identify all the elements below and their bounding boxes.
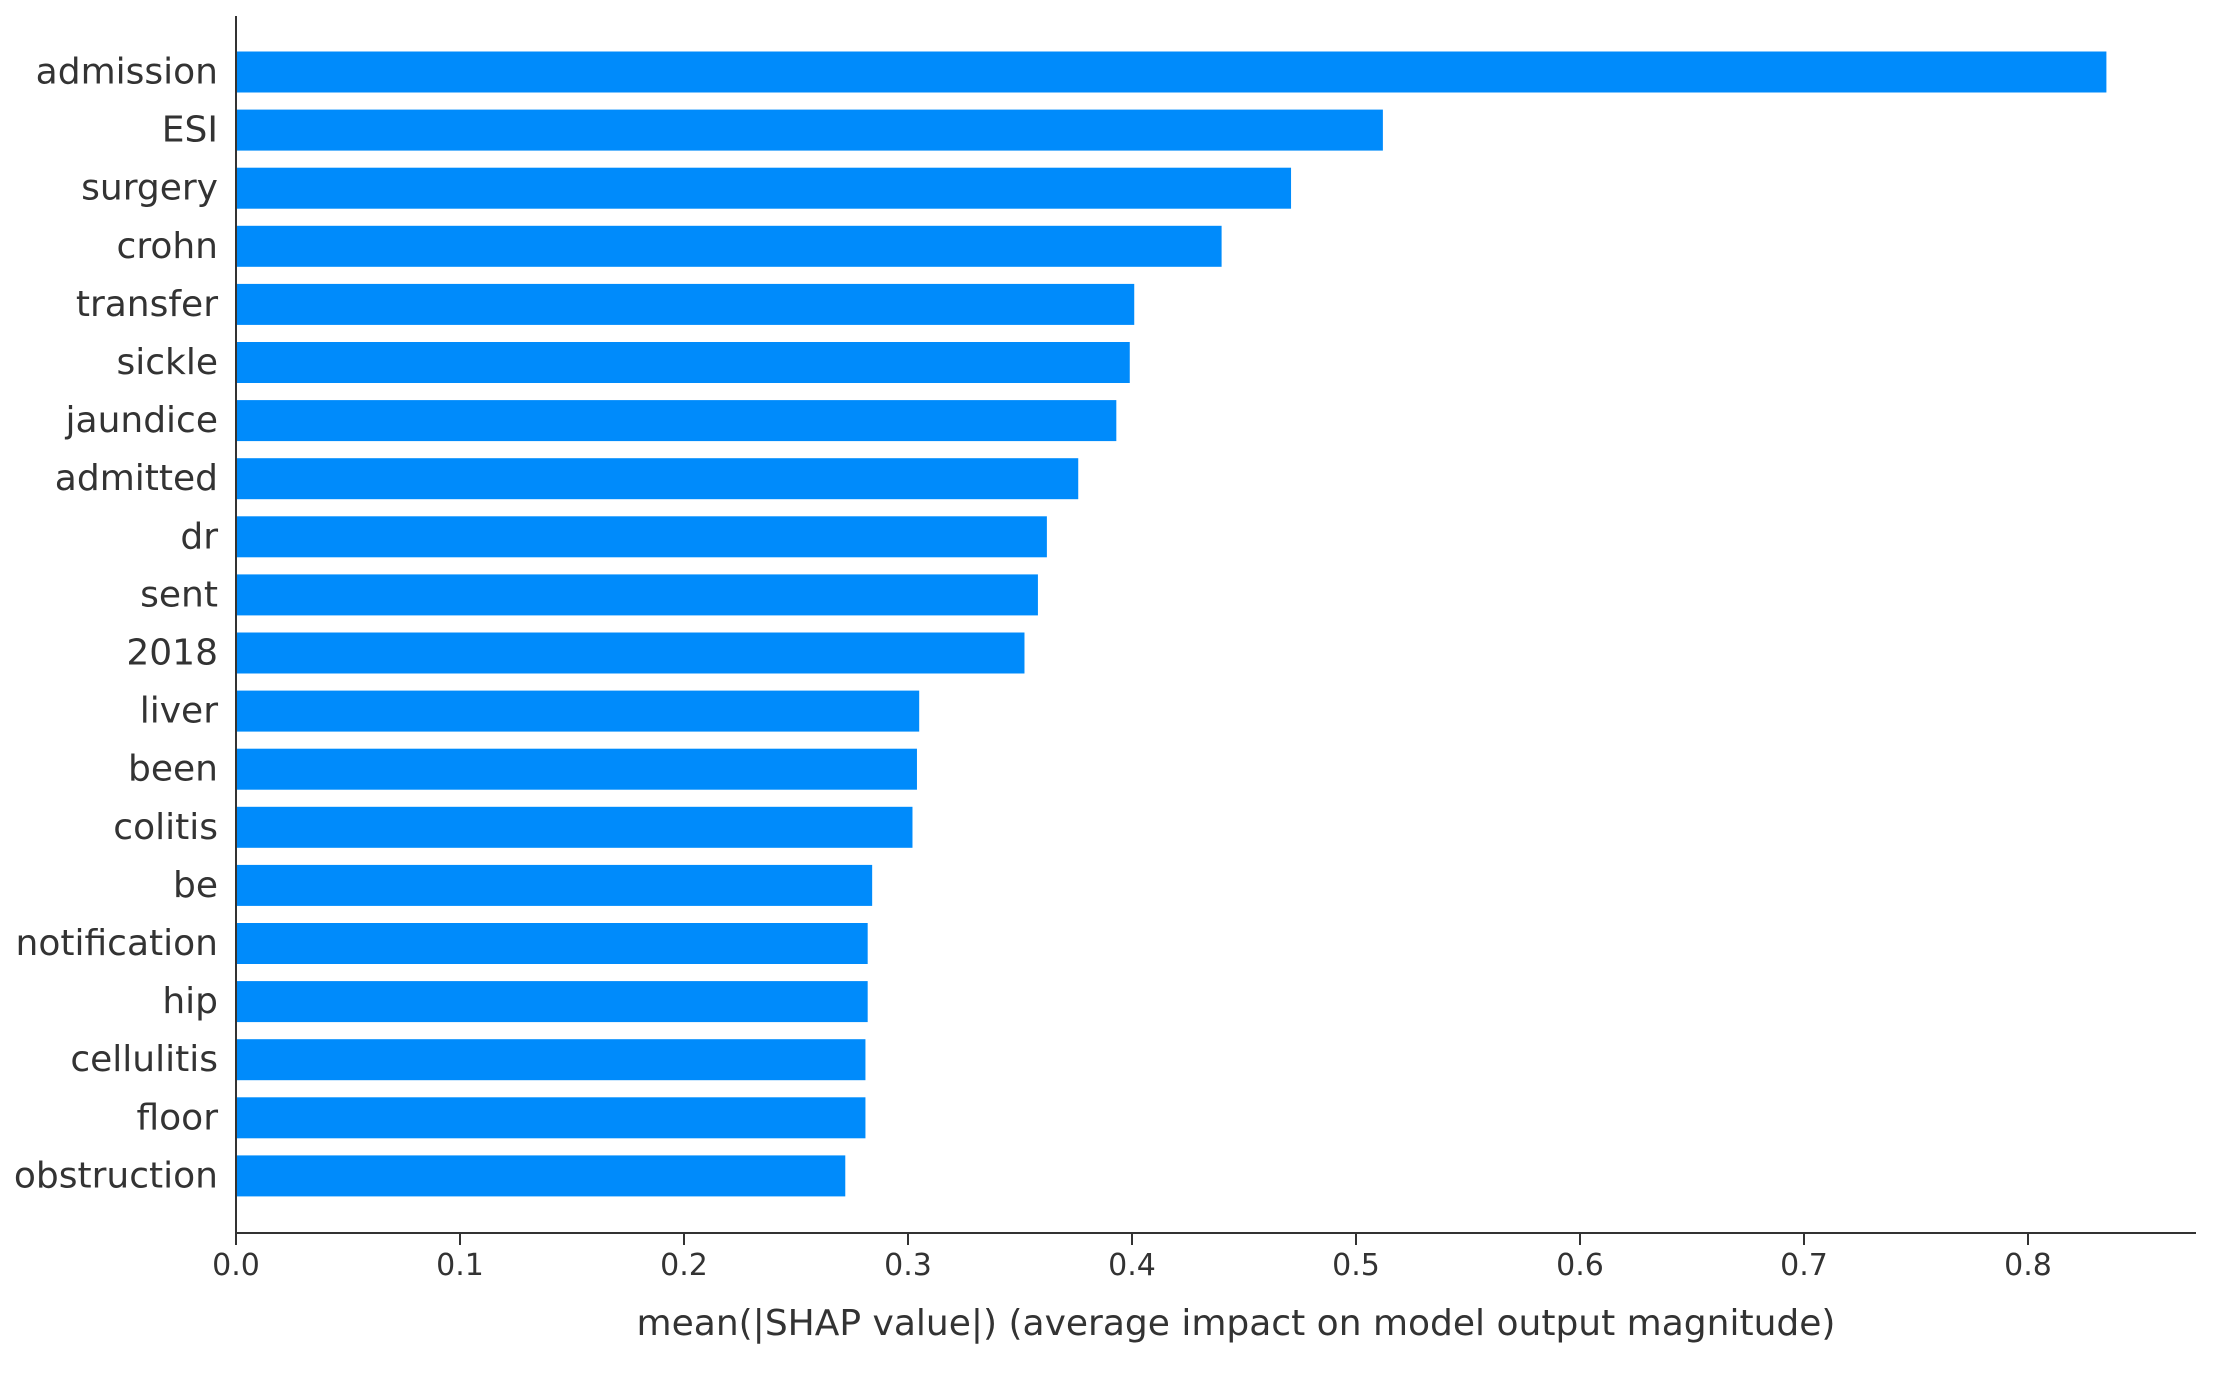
y-tick-label-obstruction: obstruction bbox=[14, 1155, 218, 1196]
y-tick-label-surgery: surgery bbox=[81, 168, 218, 209]
x-tick-label-0.5: 0.5 bbox=[1332, 1248, 1380, 1283]
bar-floor bbox=[237, 1097, 866, 1139]
y-tick-label-colitis: colitis bbox=[113, 807, 218, 848]
bar-esi bbox=[237, 109, 1383, 151]
y-tick-label-floor: floor bbox=[136, 1097, 218, 1138]
y-tick-label-sickle: sickle bbox=[116, 342, 218, 383]
y-tick-label-notification: notification bbox=[16, 923, 218, 964]
bar-surgery bbox=[237, 167, 1292, 209]
bar-jaundice bbox=[237, 400, 1117, 442]
y-tick-label-sent: sent bbox=[140, 574, 218, 615]
bar-dr bbox=[237, 516, 1047, 558]
axes bbox=[235, 16, 2196, 1234]
x-tick-label-0.4: 0.4 bbox=[1108, 1248, 1156, 1283]
y-tick-label-admitted: admitted bbox=[55, 458, 218, 499]
x-tick-label-0.3: 0.3 bbox=[884, 1248, 932, 1283]
bar-2018 bbox=[237, 632, 1025, 674]
x-tick-label-0.8: 0.8 bbox=[2004, 1248, 2052, 1283]
bar-admitted bbox=[237, 458, 1079, 500]
bar-admission bbox=[237, 51, 2107, 93]
x-axis-label: mean(|SHAP value|) (average impact on mo… bbox=[637, 1303, 1836, 1344]
y-tick-label-been: been bbox=[128, 749, 218, 790]
bar-be bbox=[237, 864, 873, 906]
y-tick-label-esi: ESI bbox=[162, 110, 218, 151]
x-tick-label-0.7: 0.7 bbox=[1780, 1248, 1828, 1283]
y-tick-label-admission: admission bbox=[36, 52, 218, 93]
bar-cellulitis bbox=[237, 1039, 866, 1081]
y-tick-label-cellulitis: cellulitis bbox=[70, 1039, 218, 1080]
bar-obstruction bbox=[237, 1155, 846, 1197]
y-tick-label-transfer: transfer bbox=[76, 284, 218, 325]
x-tick-label-0.6: 0.6 bbox=[1556, 1248, 1604, 1283]
y-tick-label-hip: hip bbox=[162, 981, 218, 1022]
bar-liver bbox=[237, 690, 920, 732]
y-tick-label-be: be bbox=[173, 865, 218, 906]
bar-been bbox=[237, 748, 917, 790]
y-tick-label-dr: dr bbox=[180, 516, 218, 557]
y-tick-label-crohn: crohn bbox=[117, 226, 218, 267]
y-tick-label-2018: 2018 bbox=[126, 633, 218, 674]
bars-layer bbox=[237, 51, 2107, 1197]
bar-notification bbox=[237, 923, 868, 964]
x-tick-label-0.1: 0.1 bbox=[436, 1248, 484, 1283]
bar-colitis bbox=[237, 806, 913, 848]
x-tick-label-0.2: 0.2 bbox=[660, 1248, 708, 1283]
bar-sent bbox=[237, 574, 1038, 616]
y-tick-labels: admission ESI surgery crohn transfer sickle ja… bbox=[14, 52, 218, 1197]
bar-sickle bbox=[237, 342, 1130, 383]
bar-crohn bbox=[237, 225, 1222, 267]
y-tick-label-liver: liver bbox=[140, 691, 218, 732]
x-ticks: 0.0 0.1 0.2 0.3 0.4 0.5 0.6 0.7 0.8 bbox=[212, 1233, 2052, 1283]
bar-transfer bbox=[237, 283, 1135, 325]
x-tick-label-0.0: 0.0 bbox=[212, 1248, 260, 1283]
y-tick-label-jaundice: jaundice bbox=[65, 400, 219, 441]
bar-hip bbox=[237, 981, 868, 1023]
